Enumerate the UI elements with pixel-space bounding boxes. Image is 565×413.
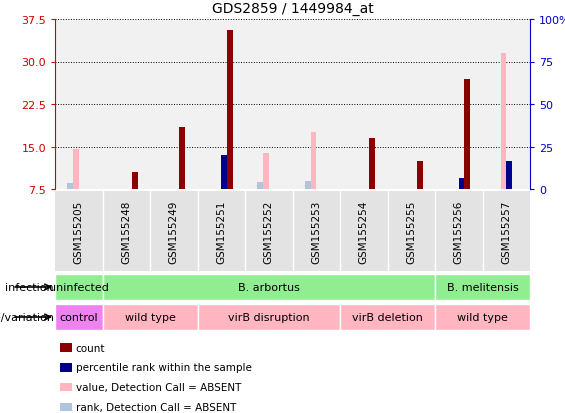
Bar	[198, 192, 245, 271]
Text: GSM155249: GSM155249	[169, 200, 179, 263]
Bar	[483, 20, 530, 190]
Text: B. arbortus: B. arbortus	[238, 282, 299, 292]
Bar	[227, 31, 233, 190]
Bar	[67, 184, 73, 190]
Bar	[198, 305, 340, 330]
Bar	[388, 20, 435, 190]
Bar	[370, 139, 375, 190]
Bar	[150, 192, 198, 271]
Bar	[435, 192, 483, 271]
Text: wild type: wild type	[124, 312, 176, 322]
Bar	[198, 20, 245, 190]
Bar	[102, 20, 150, 190]
Text: GSM155253: GSM155253	[311, 200, 321, 263]
Bar	[417, 161, 423, 190]
Bar	[221, 156, 227, 190]
Text: rank, Detection Call = ABSENT: rank, Detection Call = ABSENT	[76, 402, 236, 412]
Bar	[501, 54, 506, 190]
Text: infection: infection	[6, 282, 54, 292]
Bar	[245, 192, 293, 271]
Text: GSM155254: GSM155254	[359, 200, 369, 263]
Bar	[150, 20, 198, 190]
Bar	[340, 305, 435, 330]
Bar	[506, 161, 512, 190]
Bar	[132, 173, 138, 190]
Text: value, Detection Call = ABSENT: value, Detection Call = ABSENT	[76, 382, 241, 392]
Text: GSM155255: GSM155255	[406, 200, 416, 263]
Text: genotype/variation: genotype/variation	[0, 312, 54, 322]
Bar	[180, 127, 185, 190]
Bar	[257, 182, 263, 190]
Bar	[102, 305, 198, 330]
Text: control: control	[59, 312, 98, 322]
Bar	[293, 192, 340, 271]
Bar	[245, 20, 293, 190]
Text: GSM155257: GSM155257	[501, 200, 511, 263]
Bar	[55, 305, 102, 330]
Text: GSM155256: GSM155256	[454, 200, 464, 263]
Bar	[340, 20, 388, 190]
Bar	[435, 20, 483, 190]
Bar	[102, 275, 435, 300]
Text: uninfected: uninfected	[49, 282, 108, 292]
Text: B. melitensis: B. melitensis	[446, 282, 518, 292]
Bar	[464, 79, 470, 190]
Bar	[435, 275, 530, 300]
Bar	[55, 275, 102, 300]
Text: virB disruption: virB disruption	[228, 312, 310, 322]
Text: GSM155252: GSM155252	[264, 200, 274, 263]
Bar	[102, 192, 150, 271]
Bar	[388, 192, 435, 271]
Bar	[55, 192, 102, 271]
Bar	[73, 150, 79, 190]
Text: virB deletion: virB deletion	[352, 312, 423, 322]
Text: GSM155205: GSM155205	[74, 200, 84, 263]
Bar	[435, 305, 530, 330]
Bar	[311, 133, 316, 190]
Bar	[293, 20, 340, 190]
Text: wild type: wild type	[457, 312, 508, 322]
Text: GSM155248: GSM155248	[121, 200, 131, 263]
Text: count: count	[76, 343, 105, 353]
Bar	[263, 154, 269, 190]
Text: GSM155251: GSM155251	[216, 200, 226, 263]
Bar	[340, 192, 388, 271]
Text: percentile rank within the sample: percentile rank within the sample	[76, 363, 251, 373]
Bar	[483, 192, 530, 271]
Bar	[305, 181, 311, 190]
Title: GDS2859 / 1449984_at: GDS2859 / 1449984_at	[212, 2, 373, 16]
Bar	[459, 178, 464, 190]
Bar	[55, 20, 102, 190]
